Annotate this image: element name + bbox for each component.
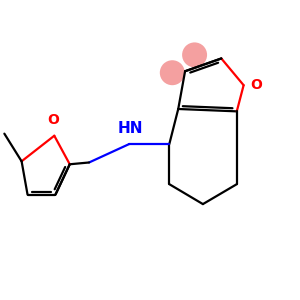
Text: HN: HN: [118, 121, 143, 136]
Circle shape: [160, 60, 185, 85]
Text: O: O: [250, 78, 262, 92]
Circle shape: [182, 42, 207, 68]
Text: O: O: [47, 113, 59, 128]
